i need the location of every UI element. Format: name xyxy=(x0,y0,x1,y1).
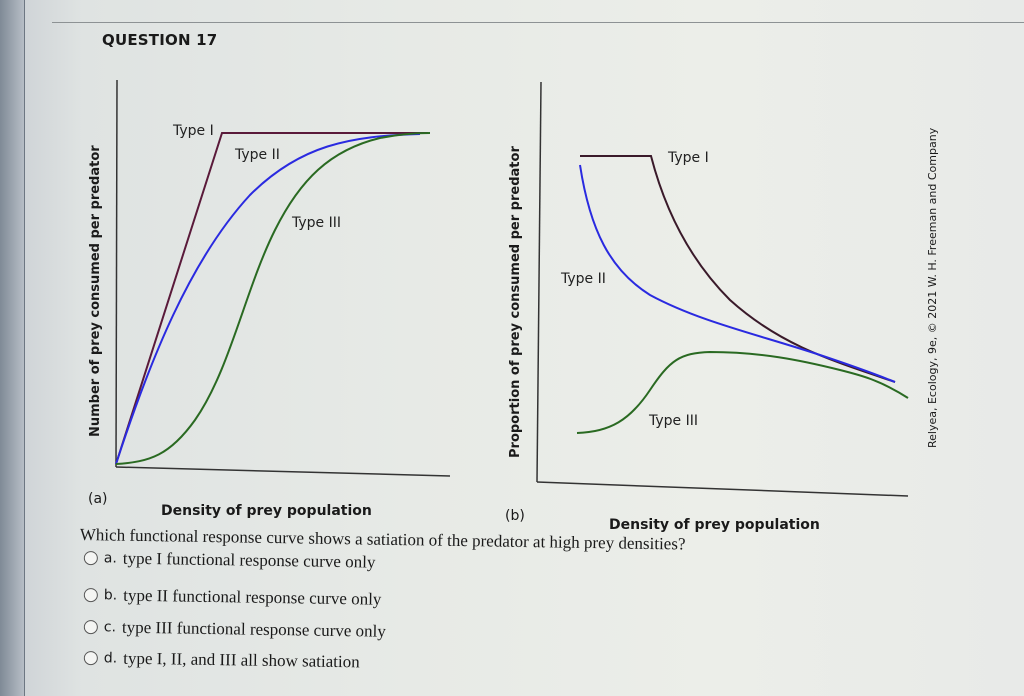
graph-b-label-type3: Type III xyxy=(649,413,698,429)
graph-b-label-type2: Type II xyxy=(561,271,606,287)
graph-a-label-type2: Type II xyxy=(235,147,280,163)
graph-a-type3-curve xyxy=(115,132,431,465)
graph-a-type2-curve xyxy=(115,133,421,465)
divider xyxy=(52,22,1024,23)
figure-credit: Relyea, Ecology, 9e, © 2021 W. H. Freema… xyxy=(926,127,939,448)
graph-a-panel-label: (a) xyxy=(88,491,108,507)
graph-b-type1-curve xyxy=(580,155,896,383)
graph-a-y-axis-label: Number of prey consumed per predator xyxy=(88,145,103,437)
graph-b-y-axis xyxy=(536,81,542,483)
graph-a-label-type1: Type I xyxy=(173,123,214,139)
option-b-letter: b. xyxy=(103,587,118,604)
option-d-text: type I, II, and III all show satiation xyxy=(123,648,360,672)
option-a-letter: a. xyxy=(103,550,117,567)
graph-b-label-type1: Type I xyxy=(668,150,709,166)
question-title: QUESTION 17 xyxy=(102,31,218,49)
option-a-text: type I functional response curve only xyxy=(122,548,376,572)
graph-b-y-axis-label: Proportion of prey consumed per predator xyxy=(508,146,523,458)
graph-a-y-axis xyxy=(115,79,118,468)
radio-button-d[interactable] xyxy=(83,650,98,666)
graph-b-x-axis xyxy=(536,481,909,497)
option-c-letter: c. xyxy=(103,619,117,636)
graph-a-x-axis xyxy=(115,466,451,477)
graph-b-type3-curve xyxy=(576,350,909,434)
radio-button-c[interactable] xyxy=(83,619,98,635)
radio-button-a[interactable] xyxy=(83,550,98,566)
option-b-text: type II functional response curve only xyxy=(123,585,382,609)
window-edge xyxy=(0,0,25,696)
graph-a-type1-curve xyxy=(115,132,428,465)
radio-button-b[interactable] xyxy=(83,587,98,603)
graph-b-panel-label: (b) xyxy=(505,508,525,524)
graph-b-x-axis-label: Density of prey population xyxy=(609,517,820,533)
graph-b-type2-curve xyxy=(579,164,896,383)
option-d-letter: d. xyxy=(103,650,118,667)
graph-a-label-type3: Type III xyxy=(292,215,341,231)
graph-a-x-axis-label: Density of prey population xyxy=(161,503,372,519)
option-c-text: type III functional response curve only xyxy=(121,617,387,641)
